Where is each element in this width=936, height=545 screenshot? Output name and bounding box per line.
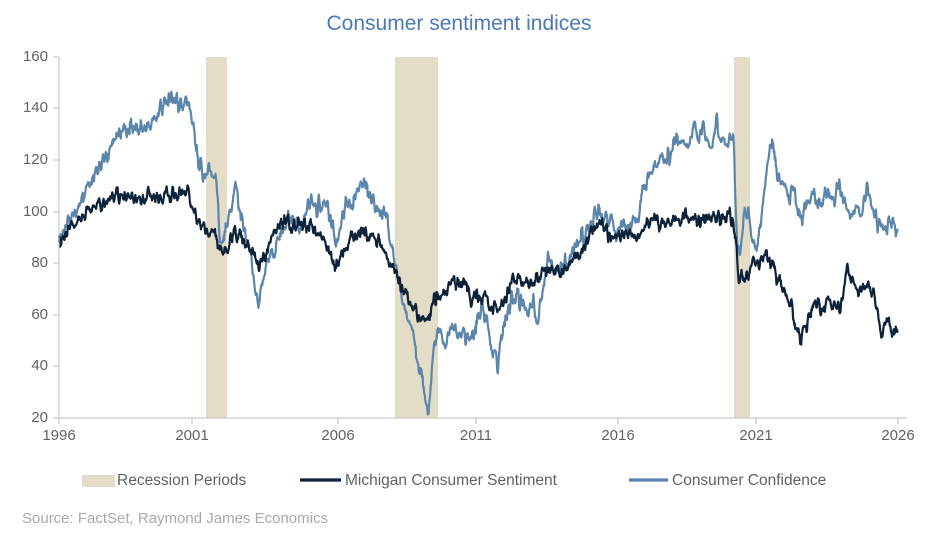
svg-text:2001: 2001 (175, 427, 208, 444)
svg-text:Michigan Consumer Sentiment: Michigan Consumer Sentiment (345, 472, 558, 489)
svg-text:2011: 2011 (460, 427, 492, 444)
svg-text:80: 80 (31, 254, 48, 271)
svg-text:40: 40 (31, 357, 48, 374)
svg-text:2006: 2006 (321, 427, 354, 444)
svg-text:2026: 2026 (881, 427, 914, 444)
svg-text:160: 160 (23, 48, 48, 65)
svg-text:2016: 2016 (601, 427, 634, 444)
svg-text:1996: 1996 (42, 427, 75, 444)
svg-text:2021: 2021 (739, 427, 772, 444)
svg-text:120: 120 (23, 151, 48, 168)
svg-text:60: 60 (31, 306, 48, 323)
svg-text:Recession Periods: Recession Periods (117, 472, 246, 489)
svg-text:100: 100 (23, 203, 48, 220)
svg-text:Consumer Confidence: Consumer Confidence (672, 472, 826, 489)
svg-text:20: 20 (31, 409, 48, 426)
svg-text:140: 140 (23, 99, 48, 116)
